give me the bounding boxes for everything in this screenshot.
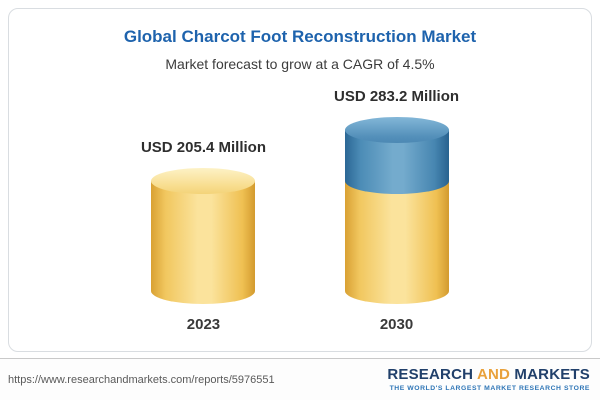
- bar-group-2030: USD 283.2 Million 2030: [334, 88, 459, 333]
- cylinder-2023: [151, 168, 256, 304]
- bar-group-2023: USD 205.4 Million 2023: [141, 139, 266, 333]
- value-label-2030: USD 283.2 Million: [334, 88, 460, 105]
- logo-and: AND: [476, 366, 511, 384]
- chart-card: Global Charcot Foot Reconstruction Marke…: [8, 8, 592, 352]
- cylinder-top-cap: [151, 168, 256, 194]
- chart-subtitle: Market forecast to grow at a CAGR of 4.5…: [165, 56, 435, 72]
- logo-research: RESEARCH: [387, 366, 477, 384]
- value-label-2023: USD 205.4 Million: [140, 139, 266, 156]
- logo-markets: MARKETS: [510, 366, 590, 384]
- footer: https://www.researchandmarkets.com/repor…: [0, 358, 600, 400]
- growth-segment-top-cap: [344, 117, 449, 143]
- cylinder-body: [151, 181, 256, 304]
- chart-title: Global Charcot Foot Reconstruction Marke…: [123, 27, 477, 46]
- logo-tagline: THE WORLD'S LARGEST MARKET RESEARCH STOR…: [389, 384, 590, 392]
- cylinder-2030: [344, 117, 449, 304]
- year-label-2030: 2030: [379, 316, 414, 333]
- source-url: https://www.researchandmarkets.com/repor…: [8, 373, 275, 386]
- research-and-markets-logo: RESEARCH AND MARKETS THE WORLD'S LARGEST…: [387, 366, 590, 392]
- plot-area: USD 205.4 Million 2023 USD 283.2 Million…: [9, 72, 591, 351]
- growth-segment: [344, 117, 449, 194]
- logo-wordmark: RESEARCH AND MARKETS: [387, 366, 590, 383]
- year-label-2023: 2023: [186, 316, 221, 333]
